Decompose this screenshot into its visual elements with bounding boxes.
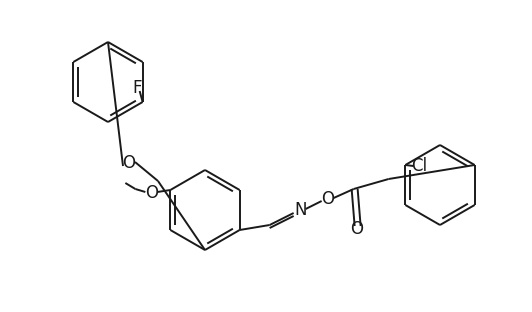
Text: O: O xyxy=(321,190,334,208)
Text: O: O xyxy=(350,220,363,238)
Text: F: F xyxy=(132,79,142,97)
Text: N: N xyxy=(294,201,307,219)
Text: O: O xyxy=(145,184,158,202)
Text: Cl: Cl xyxy=(411,157,427,175)
Text: O: O xyxy=(122,154,136,172)
